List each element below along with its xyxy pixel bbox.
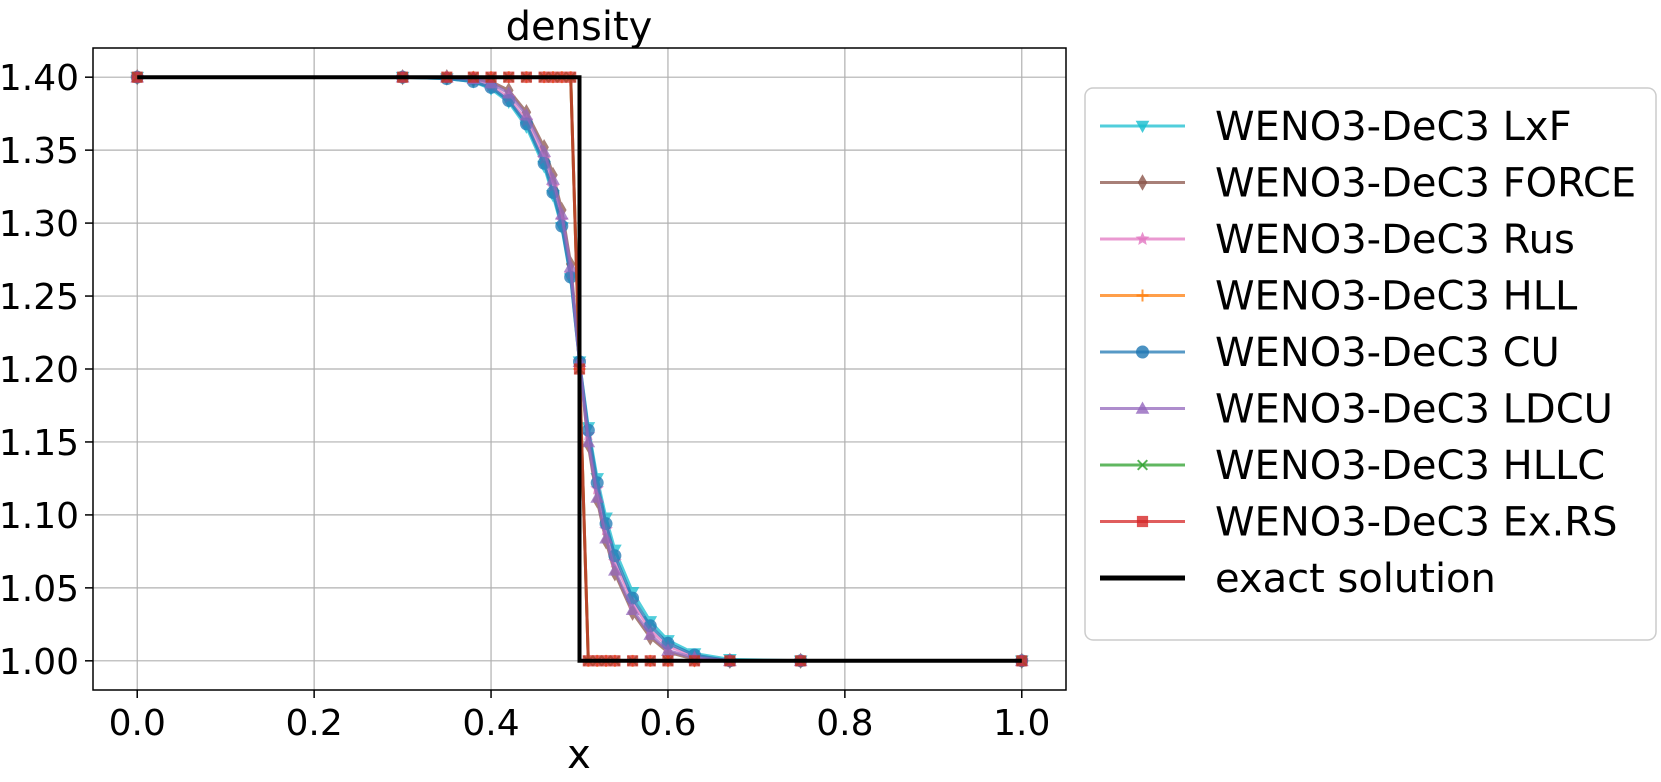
legend-marker — [1136, 289, 1149, 302]
legend-swatch-marker-group — [1135, 231, 1150, 245]
legend-label: WENO3-DeC3 Rus — [1215, 217, 1575, 263]
legend-entry: WENO3-DeC3 Ex.RS — [1100, 500, 1617, 546]
legend-entry: WENO3-DeC3 LxF — [1100, 104, 1572, 150]
legend-marker — [1136, 515, 1149, 528]
x-tick-label: 0.0 — [109, 703, 166, 744]
data-point — [599, 531, 613, 544]
y-tick-label: 1.25 — [0, 277, 79, 318]
legend-box — [1084, 87, 1657, 641]
legend-swatch-marker-group — [1136, 345, 1149, 359]
x-tick-label: 0.2 — [286, 703, 343, 744]
x-tick-label: 0.4 — [462, 703, 519, 744]
data-point — [501, 86, 516, 99]
legend-label: WENO3-DeC3 LDCU — [1215, 387, 1613, 433]
series-layer — [130, 68, 1029, 670]
axis-ticks: 0.0 0.2 0.4 0.6 0.8 1.0 1.00 1.05 1.10 1.15 1.20 1.… — [0, 58, 1050, 744]
legend-label: WENO3-DeC3 Ex.RS — [1215, 500, 1617, 546]
y-tick-label: 1.30 — [0, 204, 79, 245]
legend-marker — [1135, 120, 1150, 134]
legend-label: WENO3-DeC3 FORCE — [1215, 161, 1636, 207]
legend-marker — [1136, 459, 1149, 471]
legend-swatch-marker-group — [1136, 515, 1149, 528]
y-tick-label: 1.35 — [0, 131, 79, 172]
data-point — [643, 627, 658, 640]
legend-swatch-marker-group — [1135, 120, 1150, 134]
x-tick-label: 0.6 — [639, 703, 696, 744]
legend-marker — [1136, 345, 1149, 359]
data-point — [608, 563, 622, 576]
legend-label: exact solution — [1215, 556, 1496, 602]
data-point — [590, 490, 605, 503]
y-tick-label: 1.40 — [0, 58, 79, 99]
legend-label: WENO3-DeC3 LxF — [1215, 104, 1572, 150]
data-point — [537, 144, 551, 157]
legend: WENO3-DeC3 LxF WENO3-DeC3 FORCE WENO3-DeC3… — [1084, 87, 1657, 641]
legend-entry: WENO3-DeC3 LDCU — [1100, 387, 1613, 433]
x-axis-label: x — [567, 732, 591, 778]
legend-entry: WENO3-DeC3 HLLC — [1100, 443, 1605, 489]
legend-label: WENO3-DeC3 HLL — [1215, 274, 1578, 320]
data-point — [519, 108, 534, 121]
legend-swatch-marker-group — [1136, 289, 1149, 302]
data-point — [625, 602, 640, 616]
legend-swatch-marker-group — [1136, 459, 1149, 471]
legend-marker — [1135, 231, 1150, 245]
legend-marker — [1137, 174, 1148, 191]
legend-entry: WENO3-DeC3 Rus — [1100, 217, 1575, 263]
legend-entry: exact solution — [1100, 556, 1496, 602]
legend-swatch-marker-group — [1137, 174, 1148, 191]
exact-solution-line — [137, 75, 1022, 663]
legend-entry: WENO3-DeC3 CU — [1100, 330, 1560, 376]
y-tick-label: 1.00 — [0, 642, 79, 683]
legend-swatch-marker-group — [1135, 401, 1150, 414]
x-tick-label: 1.0 — [993, 703, 1050, 744]
legend-marker — [1135, 401, 1150, 414]
y-tick-label: 1.20 — [0, 350, 79, 391]
data-point — [581, 434, 596, 448]
data-point — [563, 259, 578, 273]
legend-label: WENO3-DeC3 CU — [1215, 330, 1560, 376]
legend-label: WENO3-DeC3 HLLC — [1215, 443, 1605, 489]
data-point — [554, 207, 569, 220]
legend-entry: WENO3-DeC3 HLL — [1100, 274, 1578, 320]
y-tick-label: 1.10 — [0, 496, 79, 537]
data-point — [546, 172, 560, 185]
legend-entry: WENO3-DeC3 FORCE — [1100, 161, 1636, 207]
y-tick-label: 1.15 — [0, 423, 79, 464]
x-tick-label: 0.8 — [816, 703, 873, 744]
chart-title: density — [506, 4, 653, 50]
y-tick-label: 1.05 — [0, 569, 79, 610]
